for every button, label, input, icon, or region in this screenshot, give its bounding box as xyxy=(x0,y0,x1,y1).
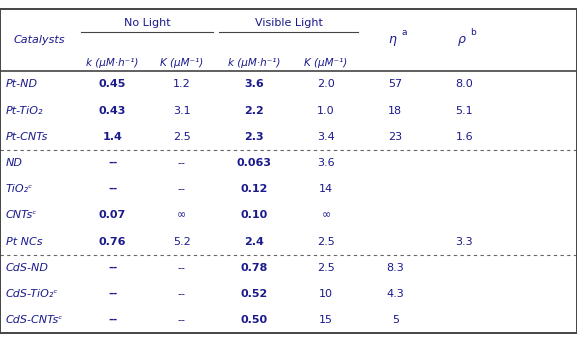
Text: 14: 14 xyxy=(319,184,333,194)
Text: 1.6: 1.6 xyxy=(456,132,473,142)
Text: 1.0: 1.0 xyxy=(317,106,335,116)
Text: 2.5: 2.5 xyxy=(317,237,335,246)
Text: Catalysts: Catalysts xyxy=(13,35,65,45)
Text: 10: 10 xyxy=(319,289,333,299)
Text: a: a xyxy=(401,28,407,37)
Text: --: -- xyxy=(108,315,117,325)
Text: 0.07: 0.07 xyxy=(99,210,126,220)
Text: 0.78: 0.78 xyxy=(240,263,268,273)
Text: 3.4: 3.4 xyxy=(317,132,335,142)
Text: 8.0: 8.0 xyxy=(456,80,473,89)
Text: ρ: ρ xyxy=(458,33,466,47)
Text: --: -- xyxy=(178,263,186,273)
Text: 0.063: 0.063 xyxy=(237,158,271,168)
Text: ∞: ∞ xyxy=(321,210,331,220)
Text: b: b xyxy=(470,28,476,37)
Text: 2.3: 2.3 xyxy=(244,132,264,142)
Text: --: -- xyxy=(178,158,186,168)
Text: k (μM·h⁻¹): k (μM·h⁻¹) xyxy=(87,58,138,68)
Text: 1.4: 1.4 xyxy=(103,132,122,142)
Text: 2.5: 2.5 xyxy=(173,132,190,142)
Text: 2.4: 2.4 xyxy=(244,237,264,246)
Text: Pt-CNTs: Pt-CNTs xyxy=(6,132,48,142)
Text: 0.52: 0.52 xyxy=(240,289,268,299)
Text: --: -- xyxy=(108,263,117,273)
Text: 8.3: 8.3 xyxy=(387,263,404,273)
Text: 0.76: 0.76 xyxy=(99,237,126,246)
Text: 0.12: 0.12 xyxy=(240,184,268,194)
Text: No Light: No Light xyxy=(124,18,170,28)
Text: 4.3: 4.3 xyxy=(387,289,404,299)
Text: CNTsᶜ: CNTsᶜ xyxy=(6,210,37,220)
Text: CdS-ND: CdS-ND xyxy=(6,263,49,273)
Text: 5.2: 5.2 xyxy=(173,237,190,246)
Text: 2.2: 2.2 xyxy=(244,106,264,116)
Text: CdS-TiO₂ᶜ: CdS-TiO₂ᶜ xyxy=(6,289,58,299)
Text: Pt-TiO₂: Pt-TiO₂ xyxy=(6,106,43,116)
Text: 3.6: 3.6 xyxy=(244,80,264,89)
Text: 3.6: 3.6 xyxy=(317,158,335,168)
Text: 1.2: 1.2 xyxy=(173,80,190,89)
Text: Visible Light: Visible Light xyxy=(254,18,323,28)
Text: K (μM⁻¹): K (μM⁻¹) xyxy=(160,58,203,68)
Text: CdS-CNTsᶜ: CdS-CNTsᶜ xyxy=(6,315,63,325)
Text: 5.1: 5.1 xyxy=(456,106,473,116)
Text: --: -- xyxy=(108,289,117,299)
Text: 2.5: 2.5 xyxy=(317,263,335,273)
Text: 5: 5 xyxy=(392,315,399,325)
Text: --: -- xyxy=(108,158,117,168)
Text: --: -- xyxy=(178,184,186,194)
Text: Pt-ND: Pt-ND xyxy=(6,80,38,89)
Text: K (μM⁻¹): K (μM⁻¹) xyxy=(305,58,347,68)
Text: 57: 57 xyxy=(388,80,402,89)
Text: 3.1: 3.1 xyxy=(173,106,190,116)
Text: ∞: ∞ xyxy=(177,210,186,220)
Text: --: -- xyxy=(178,315,186,325)
Text: TiO₂ᶜ: TiO₂ᶜ xyxy=(6,184,33,194)
Text: 0.45: 0.45 xyxy=(99,80,126,89)
Text: ND: ND xyxy=(6,158,23,168)
Text: --: -- xyxy=(178,289,186,299)
Text: 3.3: 3.3 xyxy=(456,237,473,246)
Text: Pt NCs: Pt NCs xyxy=(6,237,42,246)
Text: 2.0: 2.0 xyxy=(317,80,335,89)
Text: η: η xyxy=(388,33,396,47)
Text: 0.50: 0.50 xyxy=(240,315,268,325)
Text: 0.43: 0.43 xyxy=(99,106,126,116)
Text: 23: 23 xyxy=(388,132,402,142)
Text: 18: 18 xyxy=(388,106,402,116)
Text: 15: 15 xyxy=(319,315,333,325)
Text: k (μM·h⁻¹): k (μM·h⁻¹) xyxy=(228,58,280,68)
Text: 0.10: 0.10 xyxy=(240,210,268,220)
Text: --: -- xyxy=(108,184,117,194)
